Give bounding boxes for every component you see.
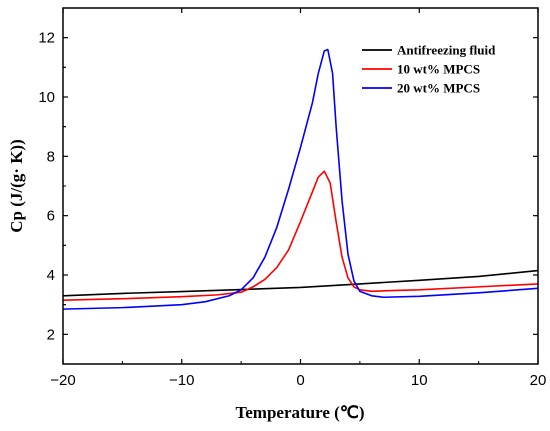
y-axis-title: Cp (J/(g· K)): [7, 139, 26, 233]
series-line-2: [63, 170, 538, 302]
legend-label: 20 wt% MPCS: [397, 81, 480, 96]
x-tick-label: 20: [530, 372, 547, 389]
y-tick-label: 10: [38, 89, 55, 106]
y-tick-label: 2: [47, 326, 55, 343]
legend: Antifreezing fluid 10 wt% MPCS 20 wt% MPCS: [362, 43, 496, 96]
y-tick-label: 8: [47, 148, 55, 165]
series-line-3: [63, 48, 538, 310]
y-tick-label: 4: [47, 267, 55, 284]
legend-label: Antifreezing fluid: [397, 43, 496, 58]
ticks-layer: −20 −10 0 10 20 2 4 6 8 10 12: [38, 8, 546, 389]
x-tick-label: 0: [296, 372, 304, 389]
x-tick-label: −10: [169, 372, 194, 389]
legend-label: 10 wt% MPCS: [397, 62, 480, 77]
x-tick-label: −20: [50, 372, 75, 389]
x-tick-label: 10: [411, 372, 428, 389]
y-tick-label: 12: [38, 30, 55, 47]
x-axis-title: Temperature (℃): [235, 403, 364, 422]
series-layer: [63, 48, 538, 310]
series-line-1: [63, 269, 538, 297]
y-tick-label: 6: [47, 208, 55, 225]
